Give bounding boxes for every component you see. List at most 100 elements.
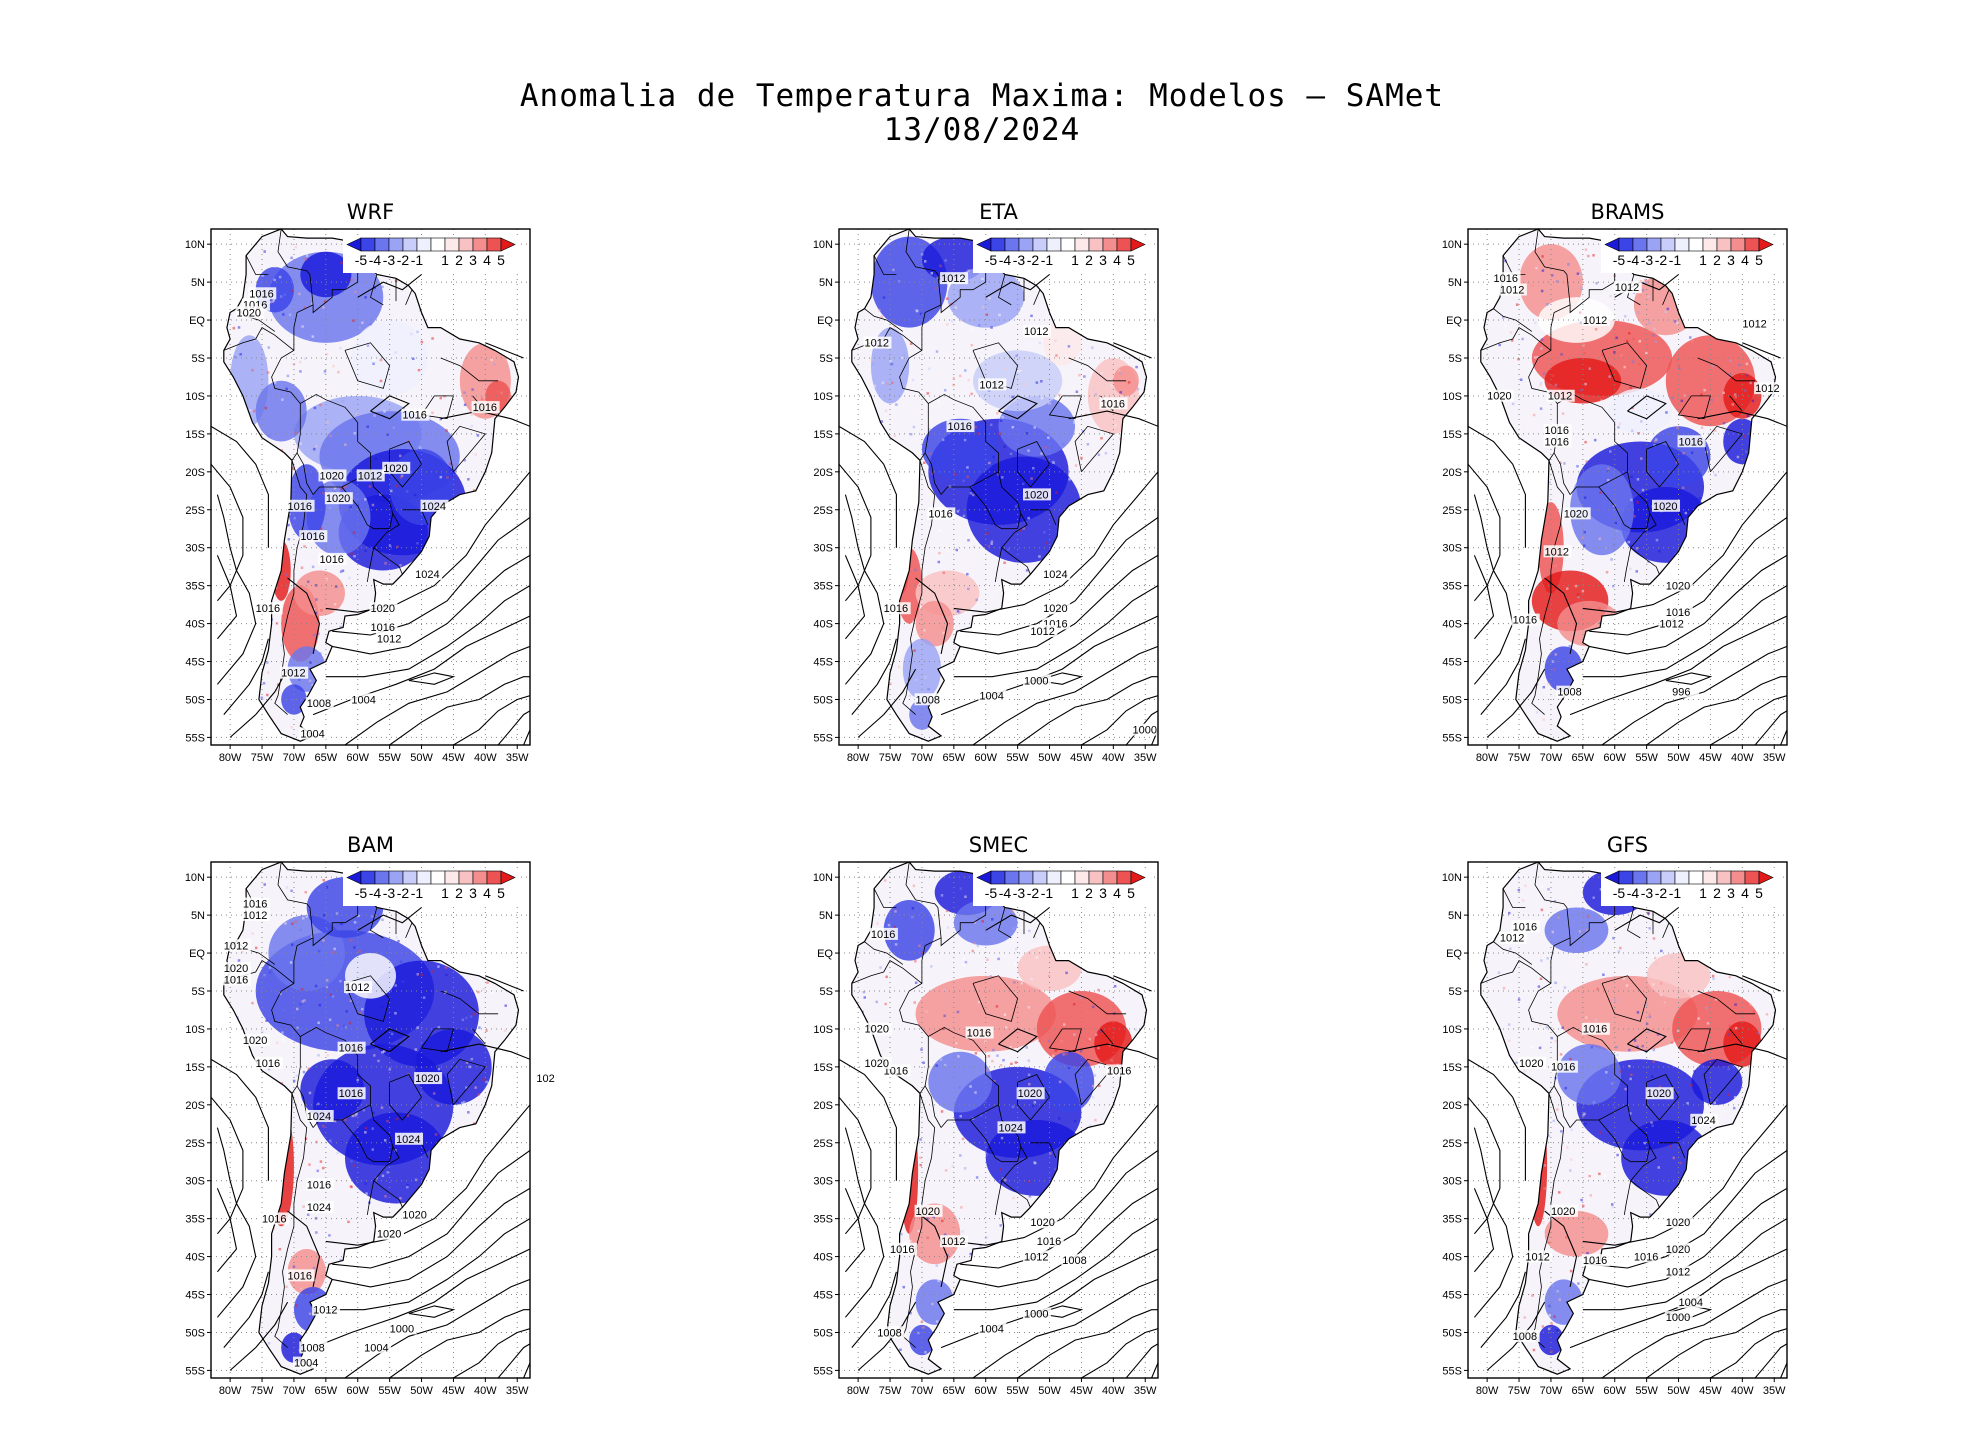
anomaly-pixel (263, 883, 266, 886)
contour-label: 1012 (1030, 626, 1054, 638)
anomaly-pixel (882, 296, 886, 299)
anomaly-pixel (946, 323, 949, 326)
anomaly-pixel (920, 1320, 924, 1323)
contour-label: 1012 (1583, 315, 1607, 327)
anomaly-pixel (278, 1247, 282, 1251)
anomaly-pixel (1529, 625, 1532, 628)
colorbar: -5 -4 -3 -2 -1 1 2 3 4 5 (973, 868, 1151, 906)
anomaly-pixel (902, 1285, 906, 1289)
contour-label-bg (318, 469, 347, 482)
contour-label: 1012 (941, 1236, 965, 1248)
anomaly-pixel (1640, 951, 1643, 954)
anomaly-pixel (333, 1119, 337, 1123)
anomaly-pixel (1556, 1289, 1559, 1293)
anomaly-pixel (1541, 1325, 1545, 1328)
anomaly-pixel (344, 1118, 347, 1121)
anomaly-pixel (315, 598, 318, 601)
anomaly-pixel (892, 268, 895, 272)
anomaly-pixel (972, 561, 975, 564)
anomaly-pixel (437, 1026, 441, 1029)
contour-label-bg (1658, 617, 1687, 630)
anomaly-pixel (335, 912, 339, 915)
colorbar-swatch (990, 237, 1006, 252)
anomaly-pixel (1619, 946, 1622, 950)
anomaly-pixel (281, 398, 284, 401)
isobar (1627, 1028, 1667, 1053)
anomaly-pixel (1705, 1006, 1708, 1010)
anomaly-pixel (1547, 888, 1550, 891)
anomaly-pixel (962, 514, 966, 518)
anomaly-pixel (1073, 1033, 1076, 1036)
anomaly-pixel (959, 319, 962, 322)
anomaly-pixel (973, 942, 977, 945)
contour-label: 1020 (243, 1035, 267, 1047)
anomaly-pixel (1091, 1005, 1095, 1009)
anomaly-pixel (981, 277, 984, 281)
anomaly-pixel (884, 409, 888, 413)
anomaly-pixel (942, 1027, 945, 1031)
anomaly-pixel (928, 428, 931, 431)
colorbar-swatch (1102, 870, 1118, 885)
contour-label-bg (241, 897, 270, 910)
anomaly-pixel (967, 378, 971, 382)
anomaly-pixel (996, 411, 999, 415)
panel-title: BAM (347, 833, 394, 857)
isobar (839, 1096, 872, 1235)
x-tick-label: 70W (283, 752, 306, 764)
anomaly-pixel (1521, 899, 1525, 902)
colorbar-swatch (1716, 237, 1732, 252)
isobar (440, 410, 530, 427)
y-tick-label: 55S (1442, 1365, 1462, 1377)
anomaly-pixel (316, 1169, 320, 1173)
anomaly-pixel (919, 1138, 922, 1141)
contour-label-bg (1677, 435, 1706, 448)
contour-label-bg (978, 1322, 1007, 1335)
anomaly-pixel (1673, 320, 1677, 323)
anomaly-pixel (881, 381, 885, 385)
anomaly-pixel (1632, 337, 1635, 341)
isobar (497, 710, 530, 745)
y-tick-label: 5S (192, 353, 205, 365)
contour-label: 1016 (1513, 921, 1537, 933)
anomaly-pixel (470, 1057, 474, 1061)
anomaly-pixel (1030, 314, 1033, 318)
anomaly-pixel (1073, 1119, 1077, 1123)
anomaly-pixel (1494, 1008, 1497, 1011)
isobar (1754, 1343, 1787, 1378)
isobar (216, 1188, 238, 1273)
contour-label-bg (471, 401, 500, 414)
colorbar-swatch (472, 870, 488, 885)
anomaly-pixel (1550, 1350, 1553, 1353)
anomaly-pixel (1629, 544, 1632, 548)
anomaly-pixel (991, 918, 994, 921)
x-tick-label: 70W (911, 752, 934, 764)
anomaly-pixel (449, 462, 452, 465)
anomaly-pixel (1038, 555, 1041, 558)
anomaly-pixel (332, 364, 335, 368)
anomaly-pixel (399, 564, 402, 567)
anomaly-pixel (1000, 476, 1004, 479)
anomaly-pixel (1516, 355, 1520, 358)
contour-label: 1004 (979, 690, 1003, 702)
anomaly-pixel (308, 1163, 311, 1166)
anomaly-pixel (1546, 980, 1549, 983)
anomaly-pixel (1067, 1066, 1071, 1070)
contour-label: 1004 (1679, 1297, 1703, 1309)
anomaly-pixel (1004, 1178, 1007, 1182)
anomaly-pixel (1609, 294, 1612, 298)
anomaly-pixel (490, 991, 493, 995)
anomaly-pixel (942, 922, 945, 926)
colorbar-label: 2 (1713, 252, 1721, 268)
y-tick-label: EQ (189, 948, 205, 960)
anomaly-pixel (281, 1031, 284, 1034)
anomaly-pixel (372, 358, 376, 361)
anomaly-pixel (942, 571, 946, 575)
anomaly-pixel (961, 1137, 965, 1141)
anomaly-pixel (1100, 437, 1103, 440)
anomaly-pixel (1743, 435, 1746, 438)
contour-label: 1020 (402, 1210, 426, 1222)
colorbar-label: 1 (1071, 885, 1079, 901)
anomaly-pixel (1649, 1213, 1652, 1216)
contour-label-bg (222, 973, 251, 986)
